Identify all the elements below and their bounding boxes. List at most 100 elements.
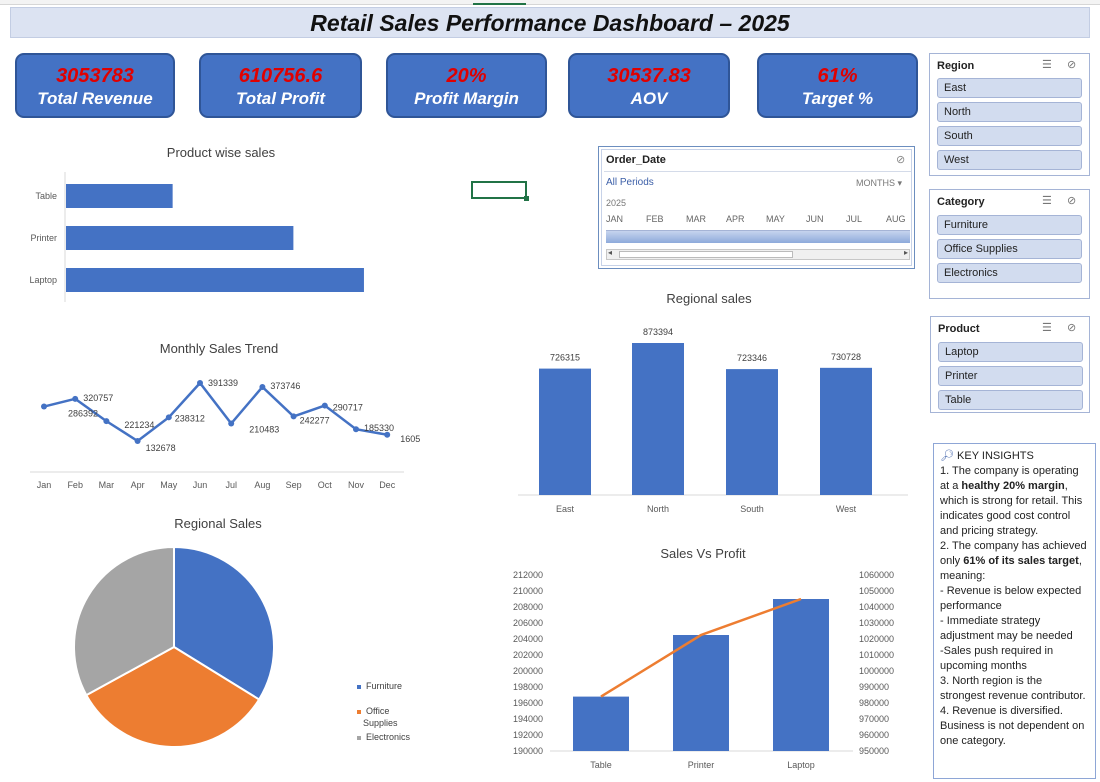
timeline-month-aug[interactable]: AUG bbox=[886, 214, 906, 224]
data-label: 286392 bbox=[68, 409, 98, 419]
data-point-oct bbox=[321, 402, 328, 409]
tick-label: East bbox=[556, 504, 575, 514]
timeline-month-jul[interactable]: JUL bbox=[846, 214, 863, 224]
y2-tick-label: 1010000 bbox=[859, 650, 894, 660]
timeline-period-label: All Periods bbox=[606, 177, 654, 188]
data-label: 320757 bbox=[83, 393, 113, 403]
multi-select-icon[interactable]: ☰ bbox=[1042, 195, 1052, 207]
order-date-timeline: Order_Date ⊘ All Periods MONTHS ▾ 2025 J… bbox=[598, 146, 915, 269]
data-label: 290717 bbox=[333, 403, 363, 413]
timeline-month-jun[interactable]: JUN bbox=[806, 214, 824, 224]
selected-cell[interactable] bbox=[471, 181, 529, 201]
slicer-item-north[interactable]: North bbox=[937, 102, 1082, 122]
legend-label: Electronics bbox=[366, 732, 411, 742]
kpi-profit-margin[interactable]: 20% Profit Margin bbox=[386, 53, 547, 118]
timeline-month-apr[interactable]: APR bbox=[726, 214, 745, 224]
slicer-item-west[interactable]: West bbox=[937, 150, 1082, 170]
y2-tick-label: 1000000 bbox=[859, 666, 894, 676]
tick-label: Table bbox=[590, 760, 612, 770]
insight-line: 2. The company has achieved only 61% of … bbox=[940, 540, 1087, 582]
data-label: 132678 bbox=[146, 443, 176, 453]
kpi-label: Target % bbox=[801, 89, 874, 108]
kpi-aov[interactable]: 30537.83 AOV bbox=[568, 53, 730, 118]
monthly-sales-trend-chart: Monthly Sales Trend 286392 Jan 320757 Feb 221… bbox=[30, 341, 420, 490]
tick-label: Aug bbox=[254, 480, 270, 490]
bar-laptop bbox=[773, 599, 829, 751]
slicer-title: Region bbox=[937, 60, 975, 72]
key-insights-panel: 🔎︎ KEY INSIGHTS 1. The company is operat… bbox=[933, 443, 1096, 779]
insight-line: - Revenue is below expected performance bbox=[940, 585, 1082, 612]
timeline-month-jan[interactable]: JAN bbox=[606, 214, 624, 224]
kpi-label: Total Profit bbox=[235, 89, 326, 108]
series-line bbox=[43, 381, 388, 443]
y-tick-label: 202000 bbox=[513, 650, 543, 660]
clear-filter-icon[interactable]: ⊘ bbox=[1067, 59, 1077, 71]
timeline-selection-bar[interactable] bbox=[606, 230, 910, 243]
y-tick-label: 192000 bbox=[513, 730, 543, 740]
multi-select-icon[interactable]: ☰ bbox=[1042, 322, 1052, 334]
slicer-item-office-supplies[interactable]: Office Supplies bbox=[937, 239, 1082, 259]
multi-select-icon[interactable]: ☰ bbox=[1042, 59, 1052, 71]
slicer-item-laptop[interactable]: Laptop bbox=[938, 342, 1083, 362]
slicer-item-furniture[interactable]: Furniture bbox=[937, 215, 1082, 235]
y2-tick-label: 980000 bbox=[859, 698, 889, 708]
tick-label: Laptop bbox=[787, 760, 815, 770]
y-tick-label: 190000 bbox=[513, 746, 543, 756]
kpi-total-profit[interactable]: 610756.6 Total Profit bbox=[199, 53, 362, 118]
kpi-label: AOV bbox=[630, 89, 668, 108]
timeline-month-mar[interactable]: MAR bbox=[686, 214, 706, 224]
timeline-title: Order_Date bbox=[606, 154, 666, 166]
bar-table bbox=[66, 184, 173, 208]
scroll-right-icon[interactable]: ▸ bbox=[903, 248, 908, 257]
insight-line: 1. The company is operating at a healthy… bbox=[940, 465, 1083, 537]
timeline-month-may[interactable]: MAY bbox=[766, 214, 785, 224]
timeline-year: 2025 bbox=[606, 198, 627, 208]
data-point-jan bbox=[41, 403, 47, 410]
legend-label: Furniture bbox=[366, 681, 402, 691]
data-label: 730728 bbox=[831, 352, 861, 362]
y2-tick-label: 950000 bbox=[859, 746, 889, 756]
kpi-total-revenue[interactable]: 3053783 Total Revenue bbox=[15, 53, 175, 118]
slicer-item-east[interactable]: East bbox=[937, 78, 1082, 98]
data-label: 160518 bbox=[400, 434, 420, 444]
regional-sales-pie-chart: Regional Sales Furniture Office Supplies Ele… bbox=[73, 516, 411, 748]
scrollbar-thumb[interactable] bbox=[619, 251, 793, 258]
legend-swatch bbox=[357, 736, 361, 740]
slicer-item-electronics[interactable]: Electronics bbox=[937, 263, 1082, 283]
y-tick-label: 198000 bbox=[513, 682, 543, 692]
tick-label: Sep bbox=[286, 480, 302, 490]
clear-filter-icon[interactable]: ⊘ bbox=[896, 154, 906, 166]
data-label: 391339 bbox=[208, 378, 238, 388]
tick-label: Dec bbox=[379, 480, 396, 490]
insights-heading-row: 🔎︎ KEY INSIGHTS bbox=[940, 449, 1089, 464]
y2-tick-label: 990000 bbox=[859, 682, 889, 692]
divider bbox=[604, 171, 911, 172]
timeline-unit-dropdown[interactable]: MONTHS ▾ bbox=[856, 178, 903, 188]
y2-tick-label: 1060000 bbox=[859, 570, 894, 580]
kpi-target-percent[interactable]: 61% Target % bbox=[757, 53, 918, 118]
clear-filter-icon[interactable]: ⊘ bbox=[1067, 195, 1077, 207]
fill-handle[interactable] bbox=[524, 196, 529, 201]
legend-swatch bbox=[357, 710, 361, 714]
slicer-item-table[interactable]: Table bbox=[938, 390, 1083, 410]
timeline-month-feb[interactable]: FEB bbox=[646, 214, 664, 224]
kpi-value: 61% bbox=[817, 65, 858, 87]
data-point-aug bbox=[259, 383, 266, 390]
product-wise-sales-chart: Product wise sales Table Printer Laptop bbox=[29, 145, 364, 302]
bar-east bbox=[539, 368, 591, 495]
clear-filter-icon[interactable]: ⊘ bbox=[1067, 322, 1077, 334]
slicer-item-south[interactable]: South bbox=[937, 126, 1082, 146]
slicer-item-printer[interactable]: Printer bbox=[938, 366, 1083, 386]
data-point-apr bbox=[134, 438, 141, 444]
timeline-inner: Order_Date ⊘ All Periods MONTHS ▾ 2025 J… bbox=[601, 149, 912, 266]
insight-line: 4. Revenue is diversified. Business is n… bbox=[940, 705, 1085, 747]
bar-printer bbox=[66, 226, 294, 250]
tick-label: Laptop bbox=[29, 275, 57, 285]
y-tick-label: 212000 bbox=[513, 570, 543, 580]
kpi-value: 20% bbox=[446, 65, 487, 87]
tick-label: Mar bbox=[99, 480, 115, 490]
timeline-scrollbar[interactable]: ◂ ▸ bbox=[606, 248, 910, 260]
data-label: 242277 bbox=[300, 415, 330, 425]
scroll-left-icon[interactable]: ◂ bbox=[608, 248, 613, 257]
